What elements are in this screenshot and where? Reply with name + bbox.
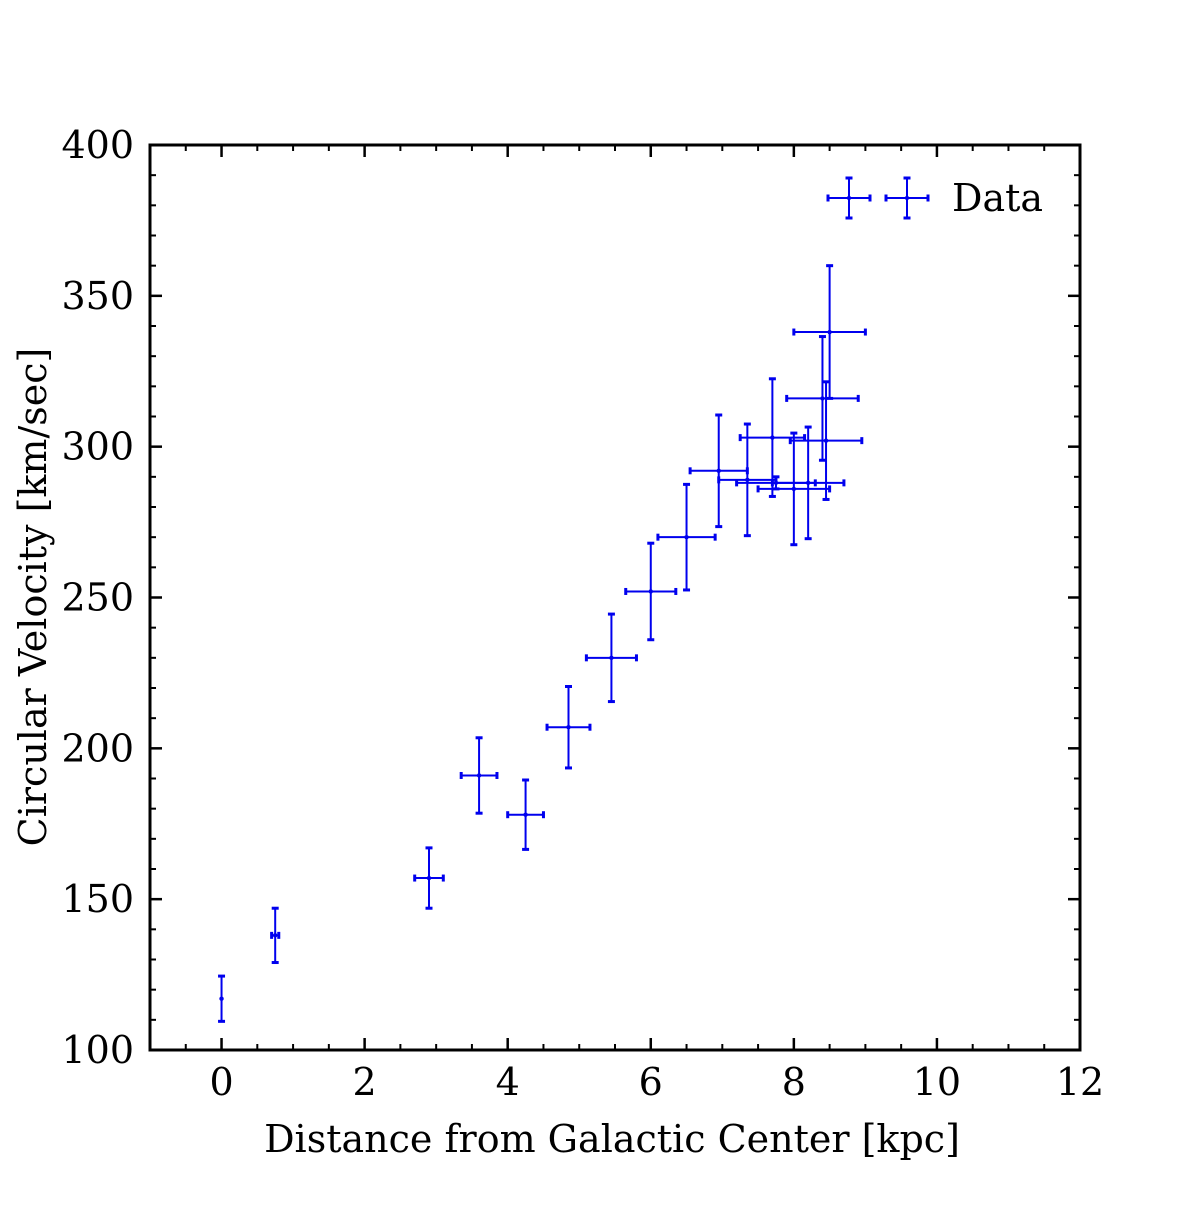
data-point bbox=[684, 534, 689, 540]
x-tick-label: 0 bbox=[209, 1060, 233, 1104]
data-point-group bbox=[770, 425, 846, 541]
data-point-group bbox=[218, 974, 226, 1023]
legend-label-data: Data bbox=[952, 176, 1043, 220]
x-axis-title: Distance from Galactic Center [kpc] bbox=[264, 1117, 960, 1161]
y-tick-label: 350 bbox=[61, 274, 134, 318]
data-point bbox=[904, 195, 910, 201]
data-point-group bbox=[270, 906, 281, 965]
data-point bbox=[272, 933, 278, 938]
y-tick-label: 400 bbox=[61, 123, 134, 167]
data-point-group bbox=[506, 778, 545, 851]
data-layer bbox=[218, 264, 867, 1023]
data-point bbox=[476, 773, 482, 778]
data-point bbox=[846, 195, 852, 201]
data-point bbox=[805, 480, 811, 486]
data-point bbox=[426, 875, 432, 881]
data-point-group bbox=[792, 264, 867, 400]
data-point-group bbox=[413, 846, 445, 910]
plot-frame bbox=[148, 143, 1082, 1052]
y-tick-label: 150 bbox=[61, 877, 134, 921]
data-point-group bbox=[545, 684, 592, 770]
data-point-group bbox=[788, 380, 864, 501]
legend-marker-data bbox=[826, 176, 930, 220]
data-point-group bbox=[656, 482, 717, 592]
data-point-group bbox=[584, 612, 638, 704]
data-point bbox=[823, 438, 829, 443]
labels-layer: Distance from Galactic Center [kpc] Circ… bbox=[11, 123, 1104, 1161]
data-point bbox=[716, 468, 721, 473]
x-tick-label: 10 bbox=[913, 1060, 961, 1104]
legend: Data bbox=[826, 176, 1043, 220]
data-point bbox=[827, 329, 832, 335]
y-axis-title: Circular Velocity [km/sec] bbox=[11, 348, 55, 847]
data-point bbox=[523, 812, 528, 817]
data-point bbox=[791, 486, 797, 492]
data-point bbox=[770, 435, 775, 440]
data-point bbox=[648, 589, 653, 594]
x-tick-label: 2 bbox=[353, 1060, 377, 1104]
data-point bbox=[566, 725, 571, 730]
x-tick-label: 8 bbox=[782, 1060, 806, 1104]
data-point-group bbox=[459, 736, 499, 815]
x-tick-label: 6 bbox=[639, 1060, 663, 1104]
x-tick-label: 4 bbox=[496, 1060, 520, 1104]
data-point bbox=[820, 396, 825, 401]
data-point bbox=[609, 655, 614, 661]
data-point-group bbox=[717, 422, 778, 538]
x-tick-label: 12 bbox=[1056, 1060, 1104, 1104]
data-point bbox=[745, 477, 750, 483]
data-point-group bbox=[785, 335, 860, 462]
data-point-group bbox=[756, 431, 832, 547]
y-tick-label: 200 bbox=[61, 726, 134, 770]
y-tick-label: 100 bbox=[61, 1028, 134, 1072]
y-tick-label: 300 bbox=[61, 425, 134, 469]
data-point bbox=[219, 996, 224, 1001]
y-tick-label: 250 bbox=[61, 576, 134, 620]
data-point-group bbox=[624, 541, 678, 642]
